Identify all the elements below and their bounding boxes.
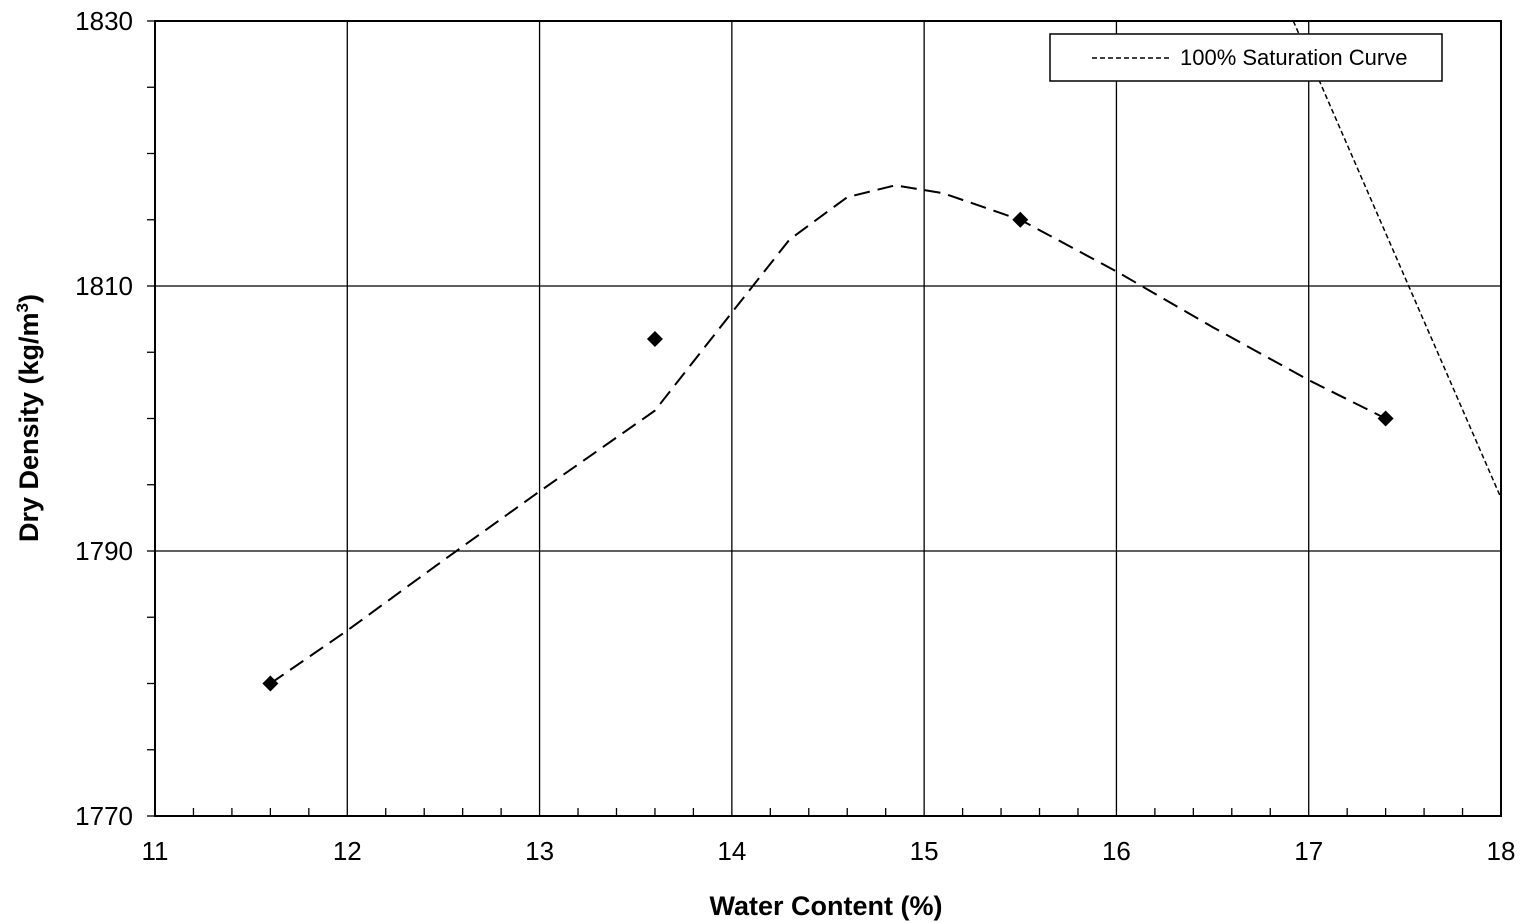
x-axis-title: Water Content (%) (710, 891, 943, 921)
data-point-diamond (1377, 410, 1394, 427)
y-axis-title-superscript: 3 (13, 303, 32, 312)
minor-ticks (147, 20, 1464, 817)
y-tick-label: 1790 (75, 536, 133, 566)
x-tick-label: 15 (910, 836, 939, 866)
data-point-diamond (262, 675, 279, 692)
data-points (262, 211, 1394, 692)
x-tick-label: 16 (1102, 836, 1131, 866)
x-tick-label: 14 (717, 836, 746, 866)
x-tick-label: 13 (525, 836, 554, 866)
y-axis-title-main: Dry Density (kg/m (14, 312, 44, 542)
y-tick-labels: 1770 1790 1810 1830 (75, 6, 133, 831)
y-tick-label: 1810 (75, 271, 133, 301)
saturation-curve-line (1292, 20, 1502, 499)
curves (269, 20, 1502, 685)
x-tick-label: 12 (333, 836, 362, 866)
legend-box (1049, 33, 1443, 82)
x-tick-label: 18 (1487, 836, 1516, 866)
data-point-diamond (1012, 211, 1029, 228)
x-tick-labels: 11 12 13 14 15 16 17 18 (142, 836, 1516, 866)
legend-label: 100% Saturation Curve (1180, 45, 1407, 70)
y-tick-label: 1770 (75, 801, 133, 831)
compaction-curve-line (269, 184, 1387, 685)
plot-area-frame (154, 20, 1502, 817)
y-axis-title-close: ) (14, 294, 44, 303)
x-tick-label: 11 (142, 836, 169, 866)
x-tick-label: 17 (1294, 836, 1323, 866)
y-axis-title: Dry Density (kg/m3) (13, 294, 44, 542)
legend: 100% Saturation Curve (1049, 33, 1443, 82)
y-tick-label: 1830 (75, 6, 133, 36)
data-point-diamond (646, 331, 663, 347)
